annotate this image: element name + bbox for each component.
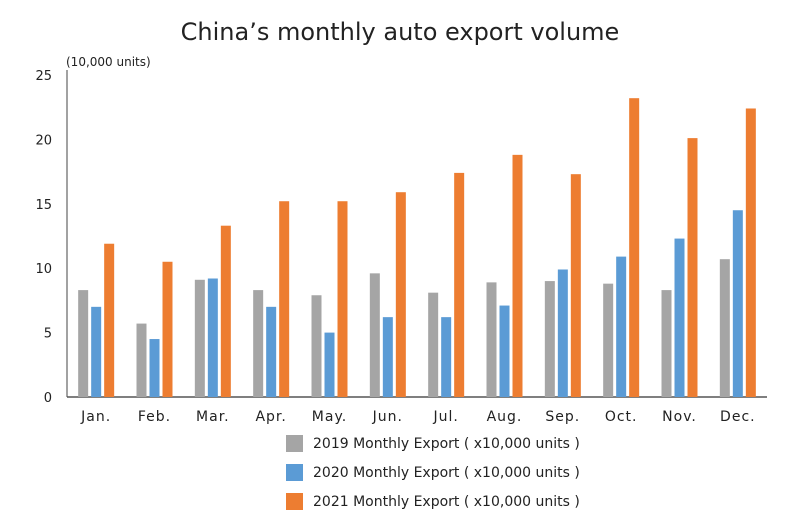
bar-oct-series-1 [616,256,627,397]
legend-label-2021: 2021 Monthly Export ( x10,000 units ) [313,493,580,510]
x-tick-label: Dec. [720,409,756,425]
bar-jan-series-0 [78,290,89,397]
bar-mar-series-2 [220,225,231,397]
legend-item-2021: 2021 Monthly Export ( x10,000 units ) [286,493,580,510]
y-tick-label: 5 [44,327,52,342]
bar-dec-series-0 [719,259,730,397]
bar-may-series-1 [324,332,335,397]
bar-aug-series-1 [499,305,510,397]
x-tick-label: Apr. [255,409,286,425]
y-tick-label: 0 [44,391,52,406]
legend-label-2019: 2019 Monthly Export ( x10,000 units ) [313,435,580,452]
bar-oct-series-0 [603,283,614,397]
bar-oct-series-2 [629,98,640,398]
x-tick-label: Oct. [605,409,638,425]
legend-swatch-2020 [286,464,303,481]
bar-jun-series-1 [382,317,393,397]
bar-apr-series-0 [253,290,264,397]
bar-jan-series-2 [104,243,115,397]
bar-aug-series-0 [486,282,497,397]
bar-feb-series-2 [162,261,173,397]
x-tick-label: Nov. [662,409,697,425]
y-tick-label: 20 [35,133,52,148]
bar-apr-series-2 [279,201,290,397]
bar-jan-series-1 [91,306,102,397]
x-tick-label: Jun. [372,409,403,425]
legend-item-2020: 2020 Monthly Export ( x10,000 units ) [286,464,580,481]
bar-may-series-2 [337,201,348,397]
x-tick-label: Jan. [80,409,111,425]
legend-label-2020: 2020 Monthly Export ( x10,000 units ) [313,464,580,481]
y-axis-unit-label: (10,000 units) [66,55,151,69]
bar-feb-series-0 [136,323,147,397]
bar-dec-series-2 [745,108,756,397]
y-tick-label: 15 [35,198,52,213]
x-tick-label: Aug. [487,409,523,425]
bar-sep-series-1 [557,269,568,397]
bar-jun-series-2 [395,192,406,397]
bar-nov-series-1 [674,238,685,397]
bar-sep-series-0 [544,281,555,397]
bar-mar-series-0 [194,279,205,397]
x-tick-label: Jul. [432,409,458,425]
legend-swatch-2019 [286,435,303,452]
bar-may-series-0 [311,295,322,397]
legend-swatch-2021 [286,493,303,510]
bar-dec-series-1 [732,210,743,397]
bar-nov-series-2 [687,138,698,397]
bar-nov-series-0 [661,290,672,397]
bar-jul-series-2 [454,172,465,397]
bar-sep-series-2 [570,174,581,397]
bar-jun-series-0 [369,273,380,397]
bar-jul-series-1 [441,317,452,397]
x-tick-label: Mar. [196,409,230,425]
bar-aug-series-2 [512,154,523,397]
x-tick-label: Feb. [138,409,171,425]
bar-jul-series-0 [428,292,439,397]
y-tick-label: 10 [35,262,52,277]
x-tick-label: May. [312,409,347,425]
bar-feb-series-1 [149,339,160,397]
bar-mar-series-1 [207,278,218,397]
y-tick-label: 25 [35,69,52,84]
x-tick-label: Sep. [545,409,580,425]
bar-apr-series-1 [266,306,277,397]
legend-item-2019: 2019 Monthly Export ( x10,000 units ) [286,435,580,452]
chart-title: China’s monthly auto export volume [180,18,620,46]
